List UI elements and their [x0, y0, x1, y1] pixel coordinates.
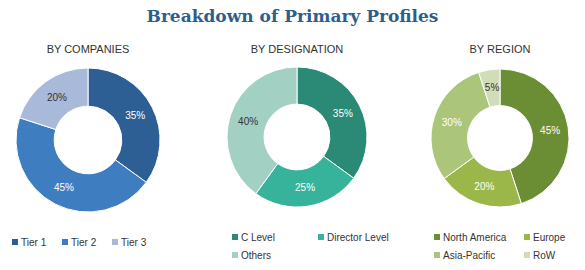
slice	[88, 68, 160, 182]
legend-swatch	[232, 234, 238, 240]
data-label: 5%	[485, 82, 500, 93]
slice	[20, 68, 88, 130]
legend-label: Europe	[533, 232, 566, 243]
data-label: 20%	[474, 181, 494, 192]
data-label: 25%	[295, 182, 315, 193]
data-label: 45%	[540, 125, 560, 136]
legend: C Level Director Level Others	[232, 232, 389, 261]
legend-label: Director Level	[327, 232, 389, 243]
chart-title: BY COMPANIES	[47, 43, 130, 55]
title: Breakdown of Primary Profiles	[147, 6, 439, 26]
chart-title: BY DESIGNATION	[251, 43, 344, 55]
legend-swatch	[434, 234, 440, 240]
slice	[431, 72, 490, 178]
legend: Tier 1 Tier 2 Tier 3	[12, 237, 147, 248]
legend-swatch	[12, 239, 18, 245]
legend-swatch	[112, 239, 118, 245]
slice	[16, 118, 146, 212]
donut: 45% 20% 30% 5%	[431, 69, 569, 207]
slice	[479, 69, 500, 107]
legend-swatch	[524, 252, 530, 258]
slice	[227, 67, 297, 194]
legend-swatch	[232, 252, 238, 258]
legend: North America Europe Asia-Pacific RoW	[434, 232, 566, 261]
donut: 35% 25% 40%	[227, 67, 367, 207]
legend-label: Tier 2	[71, 237, 97, 248]
legend-label: Others	[241, 250, 271, 261]
legend-label: Asia-Pacific	[443, 250, 495, 261]
legend-label: North America	[443, 232, 507, 243]
chart: Breakdown of Primary Profiles BY COMPANIE…	[0, 0, 585, 270]
data-label: 20%	[47, 92, 67, 103]
legend-label: Tier 1	[21, 237, 47, 248]
donut: 35% 45% 20%	[16, 68, 160, 212]
legend-swatch	[62, 239, 68, 245]
data-label: 30%	[442, 117, 462, 128]
data-label: 35%	[333, 108, 353, 119]
data-label: 40%	[238, 116, 258, 127]
chart-title: BY REGION	[470, 43, 531, 55]
slice	[297, 67, 367, 178]
legend-swatch	[318, 234, 324, 240]
legend-label: Tier 3	[121, 237, 147, 248]
data-label: 35%	[125, 110, 145, 121]
legend-swatch	[524, 234, 530, 240]
data-label: 45%	[54, 182, 74, 193]
legend-swatch	[434, 252, 440, 258]
legend-label: C Level	[241, 232, 275, 243]
legend-label: RoW	[533, 250, 556, 261]
